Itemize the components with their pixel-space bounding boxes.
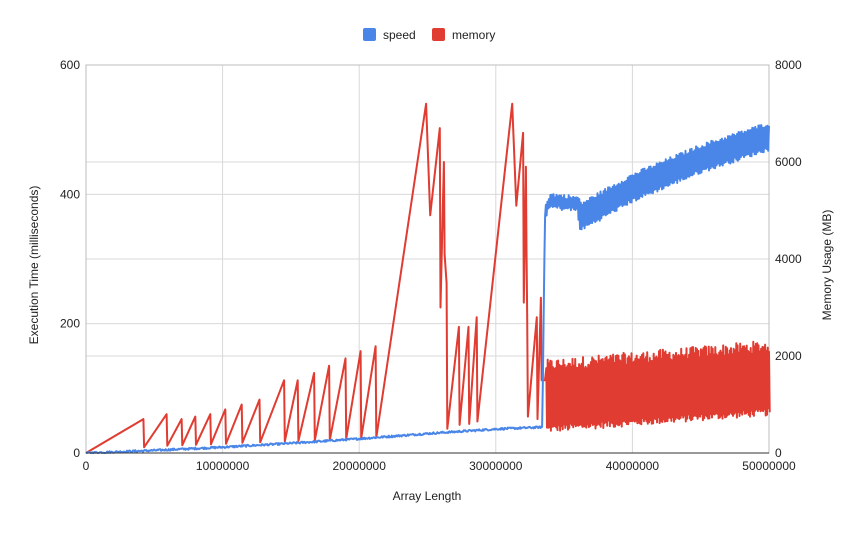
x-axis-title: Array Length bbox=[393, 489, 462, 503]
y-axis-left-ticks: 0 200 400 600 bbox=[60, 58, 80, 460]
y2-tick-label: 6000 bbox=[775, 155, 802, 169]
y-tick-label: 0 bbox=[73, 446, 80, 460]
x-tick-label: 30000000 bbox=[469, 459, 523, 473]
series-layer bbox=[85, 102, 771, 454]
x-tick-label: 20000000 bbox=[333, 459, 387, 473]
y-tick-label: 400 bbox=[60, 187, 80, 201]
memory-series-line bbox=[85, 102, 771, 454]
y-axis-right-ticks: 0 2000 4000 6000 8000 bbox=[775, 58, 802, 460]
x-tick-label: 10000000 bbox=[196, 459, 250, 473]
x-tick-label: 50000000 bbox=[742, 459, 796, 473]
speed-series-line bbox=[85, 124, 770, 454]
y2-tick-label: 0 bbox=[775, 446, 782, 460]
legend-label-speed: speed bbox=[383, 28, 416, 42]
y-tick-label: 600 bbox=[60, 58, 80, 72]
legend-swatch-memory bbox=[432, 28, 445, 41]
legend-swatch-speed bbox=[363, 28, 376, 41]
y-tick-label: 200 bbox=[60, 317, 80, 331]
x-tick-label: 0 bbox=[83, 459, 90, 473]
y2-tick-label: 8000 bbox=[775, 58, 802, 72]
x-tick-label: 40000000 bbox=[606, 459, 660, 473]
legend-label-memory: memory bbox=[452, 28, 495, 42]
y-axis-title: Execution Time (milliseconds) bbox=[27, 186, 41, 345]
legend: speed memory bbox=[363, 28, 495, 42]
x-axis-ticks: 0 10000000 20000000 30000000 40000000 5000000… bbox=[83, 459, 796, 473]
y2-tick-label: 4000 bbox=[775, 252, 802, 266]
y2-axis-title: Memory Usage (MB) bbox=[820, 210, 834, 321]
y2-tick-label: 2000 bbox=[775, 349, 802, 363]
